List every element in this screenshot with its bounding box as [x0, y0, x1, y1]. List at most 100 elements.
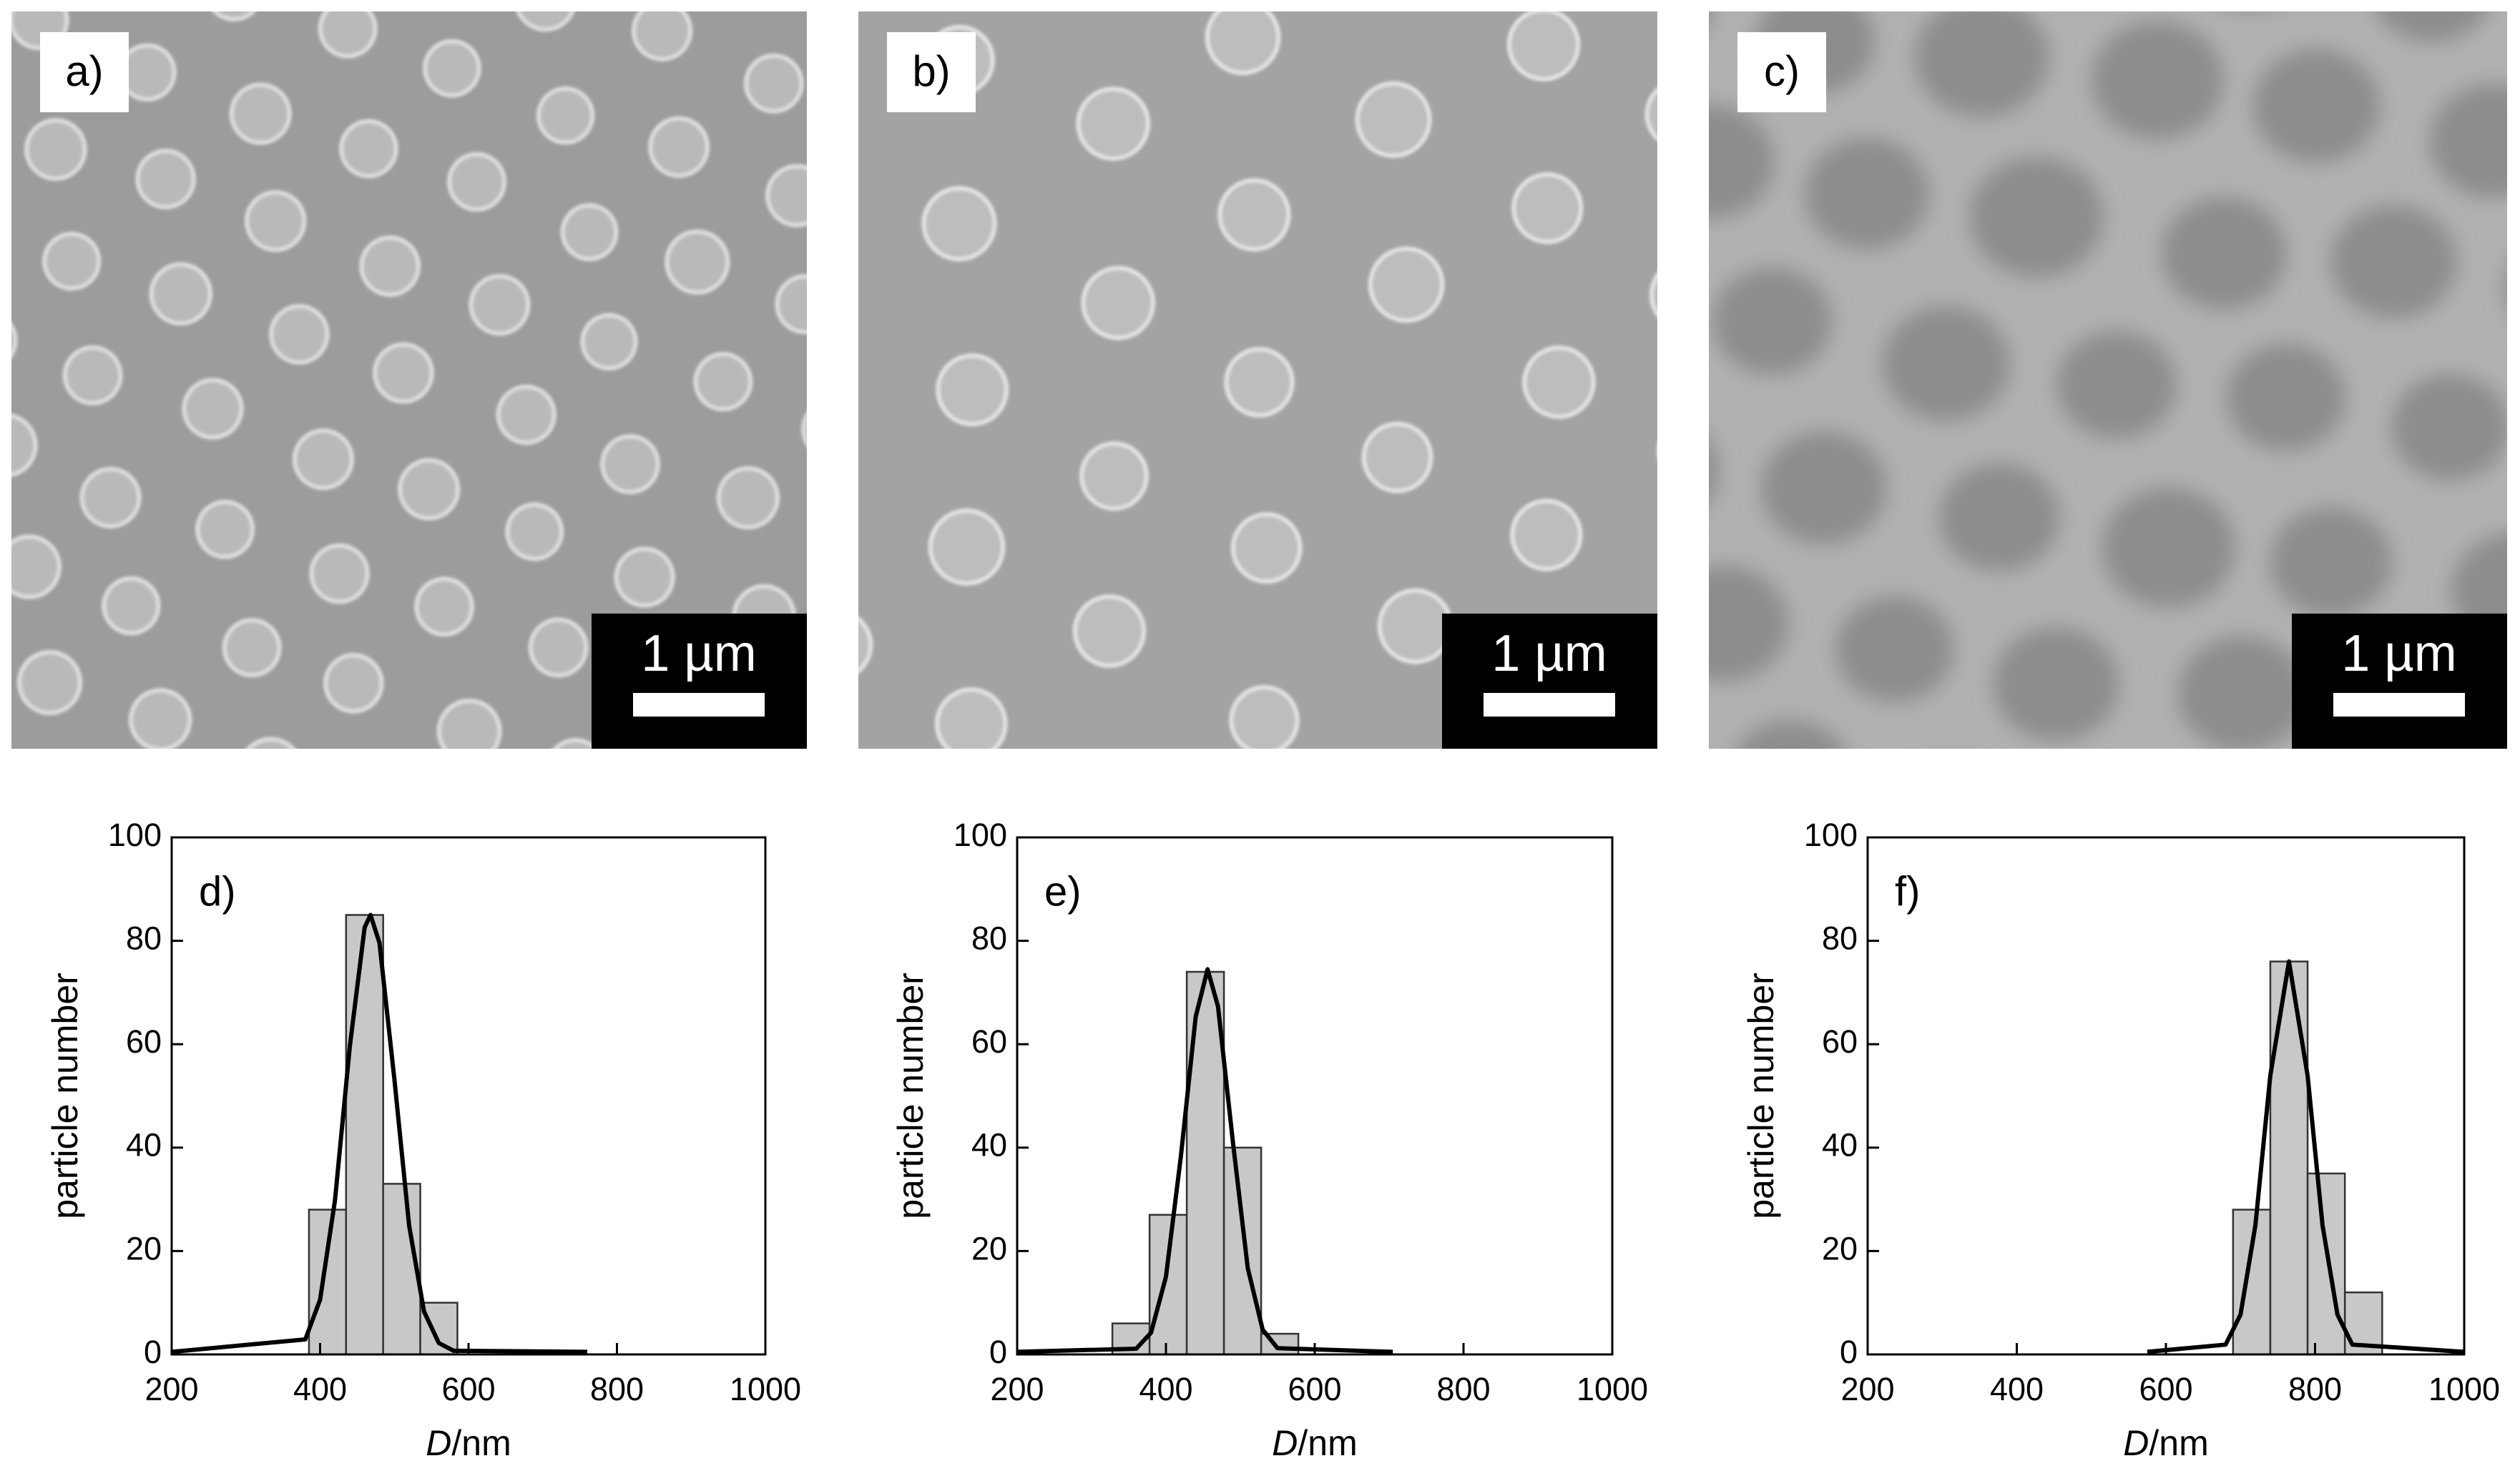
particle — [1506, 11, 1581, 82]
x-axis-symbol: D — [1272, 1423, 1298, 1463]
particle — [195, 499, 255, 559]
x-tick-label: 1000 — [2428, 1371, 2500, 1407]
particle — [11, 413, 38, 478]
fit-curve — [2147, 959, 2465, 1354]
particle — [1377, 588, 1453, 664]
particle — [436, 698, 502, 749]
panel-label-box — [1737, 32, 1826, 112]
particle — [1709, 11, 1712, 22]
particle — [2091, 20, 2224, 140]
y-axis-label: particle number — [1741, 973, 1781, 1219]
y-tick-label: 80 — [1822, 920, 1858, 956]
x-tick-label: 1000 — [1577, 1371, 1648, 1407]
particle — [149, 262, 213, 326]
particle — [631, 11, 693, 62]
particle — [1373, 764, 1443, 834]
particle — [182, 378, 244, 440]
plot-frame — [1866, 836, 2466, 1356]
x-tick-label: 800 — [1436, 1371, 1490, 1407]
particle — [245, 737, 296, 749]
particle — [1217, 178, 1291, 252]
particle — [212, 11, 256, 21]
particle — [662, 783, 721, 842]
fit-curve — [1016, 967, 1393, 1354]
particle — [1805, 137, 1929, 250]
particle — [1737, 720, 1845, 749]
particle — [1649, 272, 1657, 318]
sem-image — [11, 11, 807, 842]
x-axis-symbol: D — [426, 1423, 451, 1463]
y-tick-label: 40 — [971, 1127, 1007, 1163]
scale-bar-box — [1442, 614, 1657, 749]
y-tick-label: 60 — [971, 1023, 1007, 1060]
particles — [1709, 0, 2507, 749]
x-tick-label: 400 — [1139, 1371, 1192, 1407]
y-tick-label: 60 — [1822, 1023, 1858, 1060]
particle — [135, 148, 197, 210]
particle — [765, 164, 807, 227]
particle — [2429, 83, 2507, 199]
particle — [359, 235, 421, 297]
particle — [1076, 87, 1151, 161]
particle — [2102, 487, 2235, 608]
particle — [1510, 498, 1583, 571]
particle — [2056, 330, 2177, 439]
particle — [1938, 463, 2060, 572]
panel-label-box — [887, 32, 976, 112]
particle — [2270, 507, 2393, 617]
x-tick-label: 200 — [1840, 1371, 1894, 1407]
particle — [1992, 626, 2119, 742]
particle — [716, 466, 780, 530]
particle — [798, 769, 869, 840]
particle — [1072, 594, 1147, 668]
y-axis-label: particle number — [45, 973, 85, 1219]
particle — [1229, 684, 1300, 749]
particle — [1709, 439, 1719, 502]
particle — [2376, 11, 2488, 43]
particle — [373, 342, 434, 404]
particle — [1914, 11, 2049, 117]
histogram-chart: 200 400 600 800 1000 0 20 40 60 80 100 e) particle n… — [891, 817, 1648, 1463]
particle — [496, 384, 557, 446]
x-tick-label: 200 — [144, 1371, 198, 1407]
particle — [62, 345, 123, 405]
x-tick-label: 800 — [590, 1371, 644, 1407]
y-tick-label: 100 — [1804, 817, 1858, 853]
particle — [2225, 343, 2346, 452]
x-axis-unit: /nm — [451, 1423, 511, 1463]
particle — [2504, 271, 2507, 305]
particle — [928, 508, 1006, 586]
particle — [222, 618, 282, 678]
y-tick-label: 20 — [126, 1230, 162, 1266]
particle — [528, 617, 589, 678]
panel-label: c) — [1764, 47, 1800, 95]
panel-label: e) — [1044, 868, 1082, 915]
scale-bar — [1484, 693, 1615, 717]
particle — [79, 466, 142, 528]
particle — [921, 186, 997, 262]
histogram-bar — [2306, 1172, 2346, 1356]
histogram-bar — [419, 1302, 459, 1356]
particle — [1835, 596, 1954, 702]
x-tick-label: 1000 — [730, 1371, 801, 1407]
particle — [1368, 246, 1445, 323]
particle — [1760, 431, 1887, 544]
particles — [11, 11, 807, 842]
fit-curve — [171, 912, 588, 1354]
particle — [2330, 205, 2457, 319]
particle — [24, 118, 87, 181]
particle — [934, 687, 1008, 749]
particle — [1355, 81, 1432, 158]
particle — [44, 769, 102, 827]
plot-frame — [170, 836, 767, 1356]
plot-frame — [1016, 836, 1614, 1356]
particle — [356, 778, 416, 839]
particle — [614, 546, 675, 608]
y-tick-label: 0 — [989, 1334, 1007, 1370]
particle — [2185, 0, 2316, 10]
x-axis-label: D/nm — [1272, 1423, 1357, 1463]
particle — [229, 82, 292, 145]
particle — [1079, 441, 1149, 511]
particle — [552, 737, 599, 749]
